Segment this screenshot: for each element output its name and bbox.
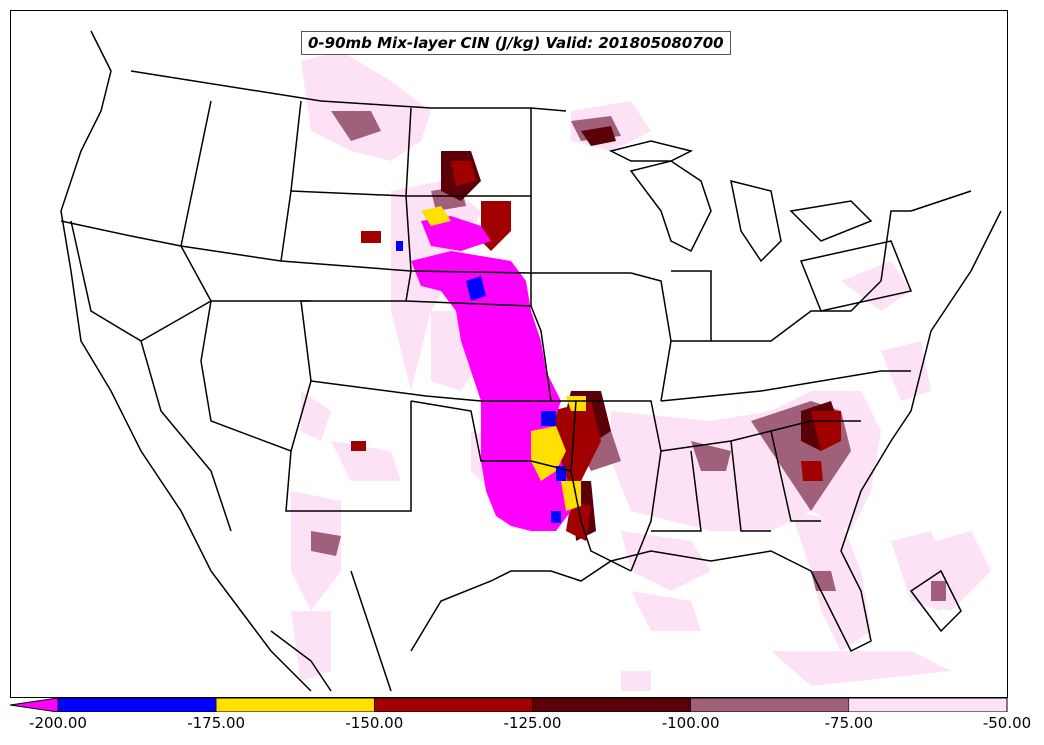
colorbar-tick-label: -150.00 [345, 714, 404, 732]
cin-blue-regions [396, 241, 566, 523]
colorbar-bin [848, 698, 1008, 712]
colorbar-bin [374, 698, 533, 712]
colorbar [10, 698, 1008, 712]
state-boundaries [60, 70, 972, 572]
colorbar-bins [57, 698, 1008, 712]
colorbar-bin [690, 698, 850, 712]
colorbar-tick-label: -125.00 [503, 714, 562, 732]
colorbar-tick-label: -100.00 [661, 714, 720, 732]
colorbar-outline [57, 698, 1008, 712]
colorbar-tick-label: -50.00 [982, 714, 1032, 732]
colorbar-bin [532, 698, 691, 712]
cin-map [60, 30, 1002, 692]
colorbar-bin [215, 698, 375, 712]
coastlines [60, 30, 1002, 692]
map-title: 0-90mb Mix-layer CIN (J/kg) Valid: 20180… [301, 31, 731, 55]
colorbar-bin [57, 698, 217, 712]
colorbar-tick-label: -200.00 [29, 714, 87, 732]
colorbar-tick-label: -75.00 [824, 714, 874, 732]
colorbar-under-triangle [10, 698, 59, 712]
colorbar-tick-label: -175.00 [187, 714, 246, 732]
map-panel: 0-90mb Mix-layer CIN (J/kg) Valid: 20180… [10, 10, 1008, 698]
